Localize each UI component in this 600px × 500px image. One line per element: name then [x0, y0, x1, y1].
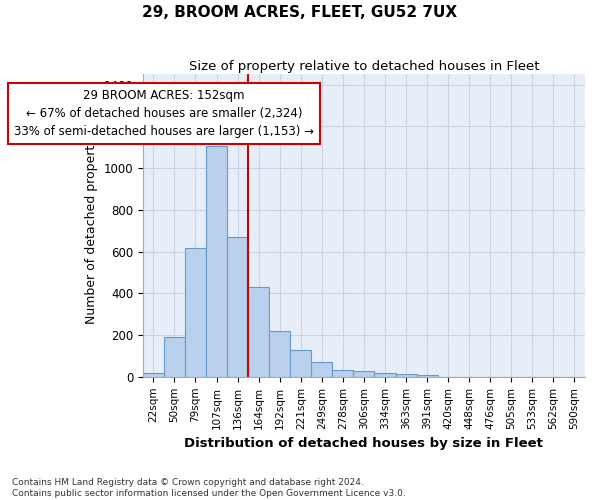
- Bar: [395, 374, 416, 377]
- X-axis label: Distribution of detached houses by size in Fleet: Distribution of detached houses by size …: [184, 437, 544, 450]
- Bar: [248, 288, 269, 377]
- Text: 29, BROOM ACRES, FLEET, GU52 7UX: 29, BROOM ACRES, FLEET, GU52 7UX: [142, 5, 458, 20]
- Bar: [185, 248, 206, 377]
- Bar: [227, 237, 248, 377]
- Bar: [353, 370, 374, 377]
- Text: 29 BROOM ACRES: 152sqm
← 67% of detached houses are smaller (2,324)
33% of semi-: 29 BROOM ACRES: 152sqm ← 67% of detached…: [14, 89, 314, 138]
- Bar: [311, 362, 332, 377]
- Bar: [416, 374, 437, 377]
- Bar: [374, 372, 395, 377]
- Bar: [143, 373, 164, 377]
- Text: Contains HM Land Registry data © Crown copyright and database right 2024.
Contai: Contains HM Land Registry data © Crown c…: [12, 478, 406, 498]
- Bar: [269, 332, 290, 377]
- Bar: [164, 336, 185, 377]
- Title: Size of property relative to detached houses in Fleet: Size of property relative to detached ho…: [188, 60, 539, 73]
- Bar: [290, 350, 311, 377]
- Y-axis label: Number of detached properties: Number of detached properties: [85, 127, 98, 324]
- Bar: [206, 146, 227, 377]
- Bar: [332, 370, 353, 377]
